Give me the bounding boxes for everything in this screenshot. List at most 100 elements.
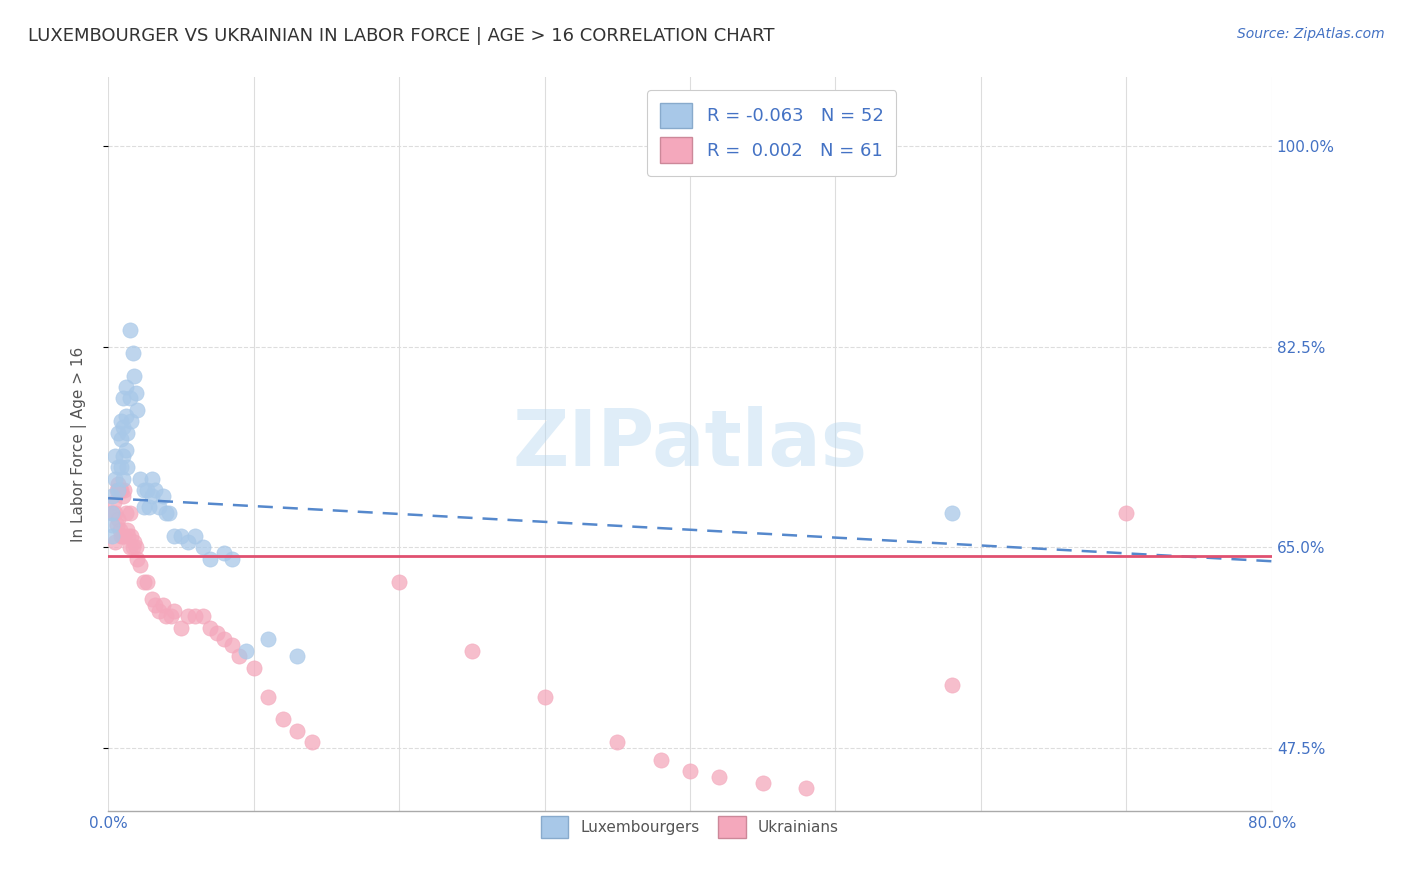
Point (127, 403, 149, 417)
Point (679, 764, 702, 778)
Point (118, 392, 141, 406)
Point (198, 552, 221, 566)
Point (117, 529, 139, 543)
Point (111, 420, 134, 434)
Point (110, 529, 132, 543)
Point (134, 500, 156, 515)
Point (177, 609, 200, 624)
Point (141, 592, 163, 607)
Point (148, 500, 170, 515)
Point (127, 552, 149, 566)
Point (138, 500, 160, 515)
Point (134, 574, 156, 589)
Point (141, 472, 163, 486)
Point (118, 506, 141, 520)
Point (170, 529, 193, 543)
Point (184, 609, 207, 624)
Text: ZIPatlas: ZIPatlas (512, 407, 868, 483)
Point (129, 472, 152, 486)
Point (143, 598, 166, 612)
Point (170, 621, 193, 635)
Point (105, 517, 128, 532)
Point (221, 638, 243, 652)
Point (143, 483, 166, 498)
Point (101, 506, 124, 520)
Point (198, 621, 221, 635)
Point (115, 460, 138, 475)
Point (152, 489, 174, 503)
Point (103, 494, 125, 508)
Point (111, 449, 134, 463)
Point (606, 735, 628, 749)
Point (114, 443, 136, 458)
Point (214, 546, 236, 560)
Text: LUXEMBOURGER VS UKRAINIAN IN LABOR FORCE | AGE > 16 CORRELATION CHART: LUXEMBOURGER VS UKRAINIAN IN LABOR FORCE… (28, 27, 775, 45)
Point (134, 483, 156, 498)
Point (125, 385, 148, 400)
Point (108, 483, 131, 498)
Point (941, 678, 963, 692)
Point (118, 541, 141, 555)
Point (129, 558, 152, 572)
Point (136, 574, 159, 589)
Point (107, 460, 129, 475)
Point (115, 425, 138, 440)
Point (388, 574, 411, 589)
Text: Source: ZipAtlas.com: Source: ZipAtlas.com (1237, 27, 1385, 41)
Point (104, 534, 127, 549)
Point (235, 643, 257, 657)
Point (136, 483, 159, 498)
Point (141, 489, 163, 503)
Point (111, 392, 134, 406)
Point (110, 460, 132, 475)
Point (285, 649, 308, 664)
Point (101, 489, 124, 503)
Point (111, 489, 134, 503)
Point (121, 345, 143, 359)
Point (285, 723, 308, 738)
Point (257, 632, 280, 647)
Point (125, 541, 148, 555)
Point (110, 483, 132, 498)
Point (104, 449, 127, 463)
Point (228, 649, 250, 664)
Point (107, 483, 129, 498)
Point (108, 524, 131, 538)
Point (796, 781, 818, 796)
Point (101, 529, 124, 543)
Point (159, 609, 181, 624)
Point (184, 529, 207, 543)
Y-axis label: In Labor Force | Age > 16: In Labor Force | Age > 16 (72, 347, 87, 542)
Point (257, 690, 280, 704)
Point (155, 506, 177, 520)
Point (751, 775, 773, 789)
Point (112, 483, 135, 498)
Point (122, 534, 145, 549)
Point (191, 609, 214, 624)
Point (162, 603, 184, 617)
Point (110, 414, 132, 428)
Point (111, 529, 134, 543)
Point (121, 541, 143, 555)
Point (107, 477, 129, 491)
Point (155, 609, 177, 624)
Point (221, 552, 243, 566)
Point (120, 414, 142, 428)
Point (101, 506, 124, 520)
Point (104, 506, 127, 520)
Point (177, 534, 200, 549)
Point (191, 541, 214, 555)
Point (157, 506, 180, 520)
Point (533, 690, 555, 704)
Point (107, 512, 129, 526)
Point (101, 517, 124, 532)
Point (301, 735, 323, 749)
Point (111, 472, 134, 486)
Point (1115, 506, 1137, 520)
Point (941, 506, 963, 520)
Point (162, 529, 184, 543)
Point (107, 425, 129, 440)
Point (205, 626, 228, 640)
Point (152, 598, 174, 612)
Point (114, 409, 136, 423)
